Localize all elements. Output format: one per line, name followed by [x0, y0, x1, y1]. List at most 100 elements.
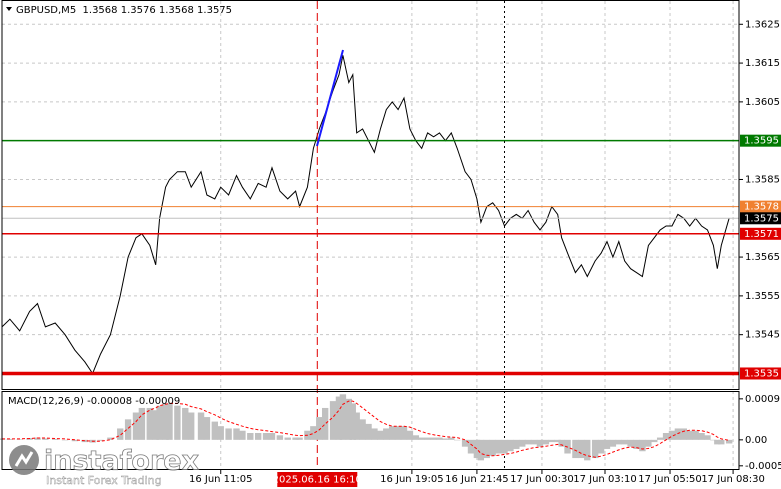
macd-bar [197, 412, 205, 440]
chart-title: GBPUSD,M5 1.3568 1.3576 1.3568 1.3575 [16, 5, 232, 16]
macd-bar [316, 417, 323, 440]
macd-bar [42, 438, 49, 440]
macd-bar [578, 439, 585, 459]
macd-bar [448, 437, 455, 440]
macd-bar [353, 412, 360, 440]
macd-bar [725, 439, 733, 444]
macd-bar [359, 419, 366, 440]
macd-bar [388, 426, 396, 440]
macd-bar [621, 439, 628, 445]
macd-bar [365, 423, 372, 440]
y-tick-label: 1.3615 [745, 58, 780, 69]
macd-bar [501, 439, 508, 454]
macd-bar [662, 433, 670, 440]
macd-bar [310, 426, 317, 440]
trend-line [316, 49, 344, 147]
macd-bar [609, 439, 617, 447]
macd-bar [597, 439, 605, 454]
y-tick-label: 0.00 [745, 435, 767, 446]
macd-bar [262, 433, 270, 440]
marker-label: 2025.06.16 16:10 [273, 475, 362, 486]
macd-bar [656, 437, 664, 440]
level-label-box [740, 134, 781, 147]
signal-line [2, 400, 730, 458]
macd-bar [680, 428, 688, 440]
menu-arrow [6, 7, 12, 11]
macd-bar [686, 430, 693, 440]
macd-bar [603, 439, 611, 449]
x-tick-label: 17 Jun 00:30 [510, 474, 574, 485]
macd-bar [345, 398, 353, 440]
macd-bar [442, 438, 449, 440]
macd-bar [268, 433, 276, 440]
macd-bar [412, 435, 420, 440]
macd-bar [483, 439, 490, 459]
macd-bar [156, 405, 163, 440]
x-tick-label: 16 Jun 11:05 [189, 474, 253, 485]
macd-bar [247, 433, 254, 440]
y-tick-label: 1.3555 [745, 291, 780, 302]
macd-bar [162, 403, 169, 440]
macd-bar [16, 439, 23, 440]
logo-icon [14, 451, 34, 467]
macd-bar [507, 439, 514, 452]
macd-bar [584, 439, 591, 461]
macd-bar [430, 437, 437, 440]
main-frame [1, 0, 740, 390]
macd-bar [107, 437, 114, 440]
macd-bar [329, 401, 337, 440]
labels-layer: 1.3625 1.3615 1.3605 1.3585 1.3565 1.3555 1.35… [189, 19, 781, 487]
macd-bar [477, 439, 485, 461]
level-label: 1.3578 [744, 202, 779, 213]
macd-bar [536, 439, 544, 447]
watermark-tagline: Instant Forex Trading [46, 474, 162, 487]
macd-bar [524, 439, 532, 445]
x-tick-label: 17 Jun 08:30 [701, 474, 765, 485]
macd-bar [138, 407, 146, 440]
macd-bar [424, 437, 431, 440]
macd-bar [513, 439, 520, 449]
macd-bar [339, 394, 347, 440]
watermark-brand: instaforex [44, 446, 199, 477]
y-tick-label: 1.3625 [745, 19, 780, 30]
macd-bar [473, 439, 481, 459]
macd-bar [495, 439, 502, 454]
macd-bar [394, 426, 402, 440]
y-tick-label: 1.3585 [745, 174, 780, 185]
y-tick-label: 1.3565 [745, 252, 780, 263]
macd-bar [233, 428, 240, 440]
macd-bar [174, 405, 181, 440]
y-tick-label: 0.0009 [745, 394, 780, 405]
macd-bar [217, 426, 224, 440]
macd-bar [296, 437, 303, 440]
macd-bar [187, 412, 195, 440]
macd-bar [117, 428, 124, 440]
macd-bar [292, 437, 299, 440]
macd-bar [436, 437, 443, 440]
macd-bar [335, 396, 343, 440]
macd-bar [182, 407, 189, 440]
macd-bar [349, 403, 356, 440]
macd-bar [371, 428, 378, 440]
macd-bar [489, 439, 496, 456]
macd-bar [166, 403, 173, 440]
level-label-box [740, 200, 781, 213]
macd-bar [572, 439, 579, 459]
macd-bar [146, 407, 153, 440]
macd-bar [692, 430, 699, 440]
level-label-box [740, 227, 781, 240]
macd-bar [627, 439, 634, 447]
macd-bar [276, 435, 284, 440]
macd-bar [377, 430, 384, 440]
macd-bar [203, 417, 211, 440]
x-tick-label: 16 Jun 19:05 [380, 474, 444, 485]
watermark: instaforex Instant Forex Trading [9, 445, 199, 487]
x-tick-label: 17 Jun 05:50 [638, 474, 702, 485]
macd-bar [71, 439, 79, 442]
y-tick-label: 1.3605 [745, 97, 780, 108]
macd-bar [519, 439, 526, 447]
macd-bar [467, 439, 475, 454]
macd-bar [211, 421, 219, 440]
x-tick-label: 17 Jun 03:10 [573, 474, 637, 485]
